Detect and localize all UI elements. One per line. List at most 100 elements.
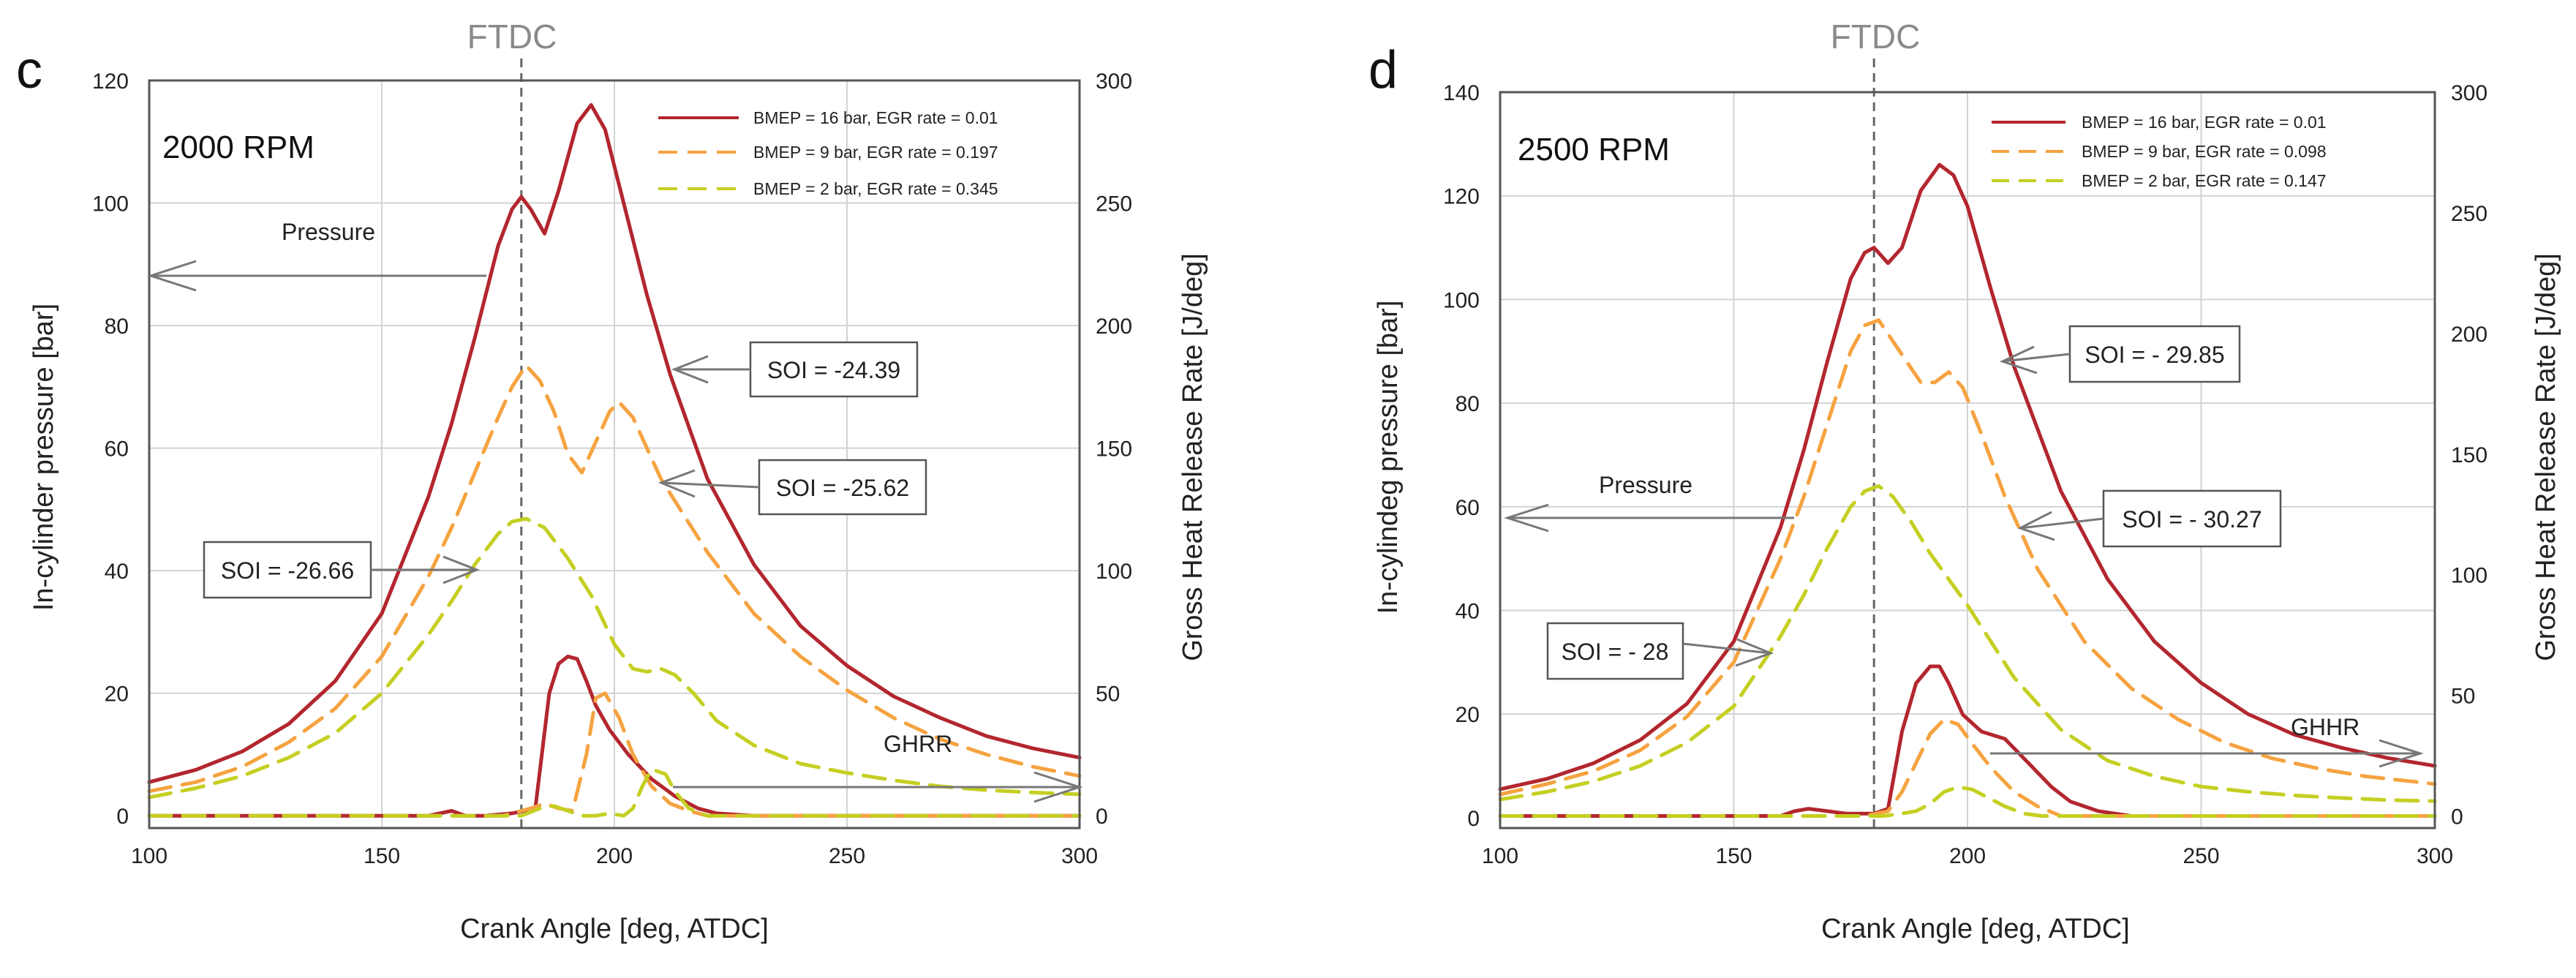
pressure-arrow-head xyxy=(147,260,197,292)
rpm-label: 2000 RPM xyxy=(162,129,315,165)
soi-arrow-head xyxy=(1999,345,2038,375)
y-tick-label: 20 xyxy=(1455,703,1480,727)
y-tick-label: 20 xyxy=(105,682,129,707)
soi-arrow-head xyxy=(2017,511,2055,541)
hrr-line xyxy=(1498,785,2437,818)
legend-label-9bar: BMEP = 9 bar, EGR rate = 0.197 xyxy=(753,143,998,162)
y-axis-label: In-cylindeg pressure [bar] xyxy=(1373,301,1404,614)
pressure-line xyxy=(1498,162,2437,791)
y-tick-label: 100 xyxy=(1443,288,1480,312)
plot-frame xyxy=(148,79,1081,830)
x-tick-label: 150 xyxy=(1715,844,1752,868)
soi-arrow-head xyxy=(442,555,481,584)
y-axis-label: In-cylinder pressure [bar] xyxy=(29,304,59,611)
y-tick-label: 100 xyxy=(92,192,129,217)
soi-label: SOI = - 29.85 xyxy=(2084,342,2224,368)
y2-axis-label: Gross Heat Release Rate [J/deg] xyxy=(1178,253,1208,661)
y2-tick-label: 300 xyxy=(2451,81,2488,105)
x-tick-label: 250 xyxy=(829,844,865,868)
ftdc-label: FTDC xyxy=(1831,18,1921,56)
legend-label-2bar: BMEP = 2 bar, EGR rate = 0.345 xyxy=(753,179,998,198)
soi-label: SOI = -24.39 xyxy=(767,357,900,383)
y-tick-label: 0 xyxy=(116,805,129,829)
soi-box-frame xyxy=(749,341,919,398)
soi-box-1: SOI = - 29.85 xyxy=(1999,325,2241,383)
pressure-arrow-head xyxy=(1504,503,1549,533)
y-tick-label: 40 xyxy=(1455,599,1480,623)
pressure-line xyxy=(147,103,1082,784)
soi-arrow-head xyxy=(1735,638,1774,667)
pressure-line xyxy=(1498,318,2437,797)
soi-box-2: SOI = - 30.27 xyxy=(2017,489,2282,548)
y2-tick-label: 250 xyxy=(2451,202,2488,226)
soi-box-3: SOI = - 28 xyxy=(1546,622,1774,680)
x-tick-labels: 100 150 200 250 300 xyxy=(131,844,1098,868)
y2-tick-label: 100 xyxy=(1096,560,1132,584)
pressure-series xyxy=(1498,162,2437,803)
ghhr-arrow-head xyxy=(2379,739,2424,768)
y2-axis-label: Gross Heat Release Rate [J/deg] xyxy=(2531,253,2561,661)
y2-tick-label: 50 xyxy=(1096,682,1120,707)
soi-box-1: SOI = -24.39 xyxy=(671,341,919,398)
x-tick-label: 200 xyxy=(1949,844,1986,868)
pressure-line xyxy=(147,516,1082,800)
hrr-line xyxy=(147,767,1082,818)
ghrr-label: GHRR xyxy=(884,731,952,757)
y-tick-labels: 0 20 40 60 80 100 120 xyxy=(92,69,129,829)
y2-tick-label: 150 xyxy=(1096,437,1132,462)
ghrr-annotation: GHRR xyxy=(673,731,1083,803)
panel-d: d FTDC 100 150 200 250 300 0 20 40 60 80 100 120 14… xyxy=(1288,0,2576,974)
soi-label: SOI = - 30.27 xyxy=(2122,506,2261,533)
pressure-annotation: Pressure xyxy=(1504,472,1794,533)
y2-tick-label: 0 xyxy=(1096,805,1108,829)
y2-tick-label: 0 xyxy=(2451,805,2463,830)
x-tick-label: 300 xyxy=(1061,844,1098,868)
legend: BMEP = 16 bar, EGR rate = 0.01 BMEP = 9 … xyxy=(1992,113,2327,190)
legend-label-2bar: BMEP = 2 bar, EGR rate = 0.147 xyxy=(2082,171,2327,190)
panel-letter: c xyxy=(16,41,42,99)
y-tick-labels: 0 20 40 60 80 100 120 140 xyxy=(1443,81,1480,831)
x-tick-label: 150 xyxy=(364,844,400,868)
y2-tick-label: 150 xyxy=(2451,443,2488,467)
soi-box-frame xyxy=(1546,622,1684,680)
legend-label-16bar: BMEP = 16 bar, EGR rate = 0.01 xyxy=(2082,113,2327,132)
x-axis-label: Crank Angle [deg, ATDC] xyxy=(1821,914,2130,944)
y-tick-label: 120 xyxy=(92,69,129,94)
soi-label: SOI = -26.66 xyxy=(221,557,354,584)
rpm-label: 2500 RPM xyxy=(1518,132,1670,168)
y-tick-label: 140 xyxy=(1443,81,1480,105)
legend-label-9bar: BMEP = 9 bar, EGR rate = 0.098 xyxy=(2082,142,2327,161)
x-axis-label: Crank Angle [deg, ATDC] xyxy=(460,914,769,944)
hrr-line xyxy=(1498,718,2437,818)
soi-arrow-line xyxy=(2019,517,2104,530)
soi-arrow-head xyxy=(658,469,696,498)
chart-c-svg: c FTDC 100 150 200 250 300 0 20 40 60 80 100 120 0… xyxy=(16,18,1208,944)
y2-tick-labels: 0 50 100 150 200 250 300 xyxy=(1096,69,1132,829)
chart-d-svg: d FTDC 100 150 200 250 300 0 20 40 60 80 100 120 14… xyxy=(1368,18,2561,944)
y2-tick-label: 300 xyxy=(1096,69,1132,94)
y2-tick-label: 250 xyxy=(1096,192,1132,217)
soi-arrow-head xyxy=(671,355,709,384)
pressure-label: Pressure xyxy=(282,219,375,245)
y-tick-label: 0 xyxy=(1467,807,1480,831)
y2-tick-labels: 0 50 100 150 200 250 300 xyxy=(2451,81,2488,830)
pressure-line xyxy=(147,364,1082,794)
ftdc-label: FTDC xyxy=(467,18,557,56)
y-tick-label: 60 xyxy=(1455,496,1480,520)
soi-box-3: SOI = -26.66 xyxy=(203,541,481,599)
y2-tick-label: 100 xyxy=(2451,564,2488,588)
soi-arrow-line xyxy=(660,481,760,489)
soi-box-frame xyxy=(2102,489,2282,548)
pressure-series xyxy=(147,103,1082,800)
y2-tick-label: 200 xyxy=(2451,323,2488,347)
soi-arrow-line xyxy=(1682,642,1771,655)
legend: BMEP = 16 bar, EGR rate = 0.01 BMEP = 9 … xyxy=(658,108,998,198)
legend-label-16bar: BMEP = 16 bar, EGR rate = 0.01 xyxy=(753,108,998,127)
soi-box-2: SOI = -25.62 xyxy=(658,459,927,516)
y-tick-label: 60 xyxy=(105,437,129,462)
hrr-series xyxy=(1498,664,2437,818)
y-tick-label: 120 xyxy=(1443,185,1480,209)
x-tick-label: 200 xyxy=(596,844,633,868)
y2-tick-label: 50 xyxy=(2451,685,2475,709)
